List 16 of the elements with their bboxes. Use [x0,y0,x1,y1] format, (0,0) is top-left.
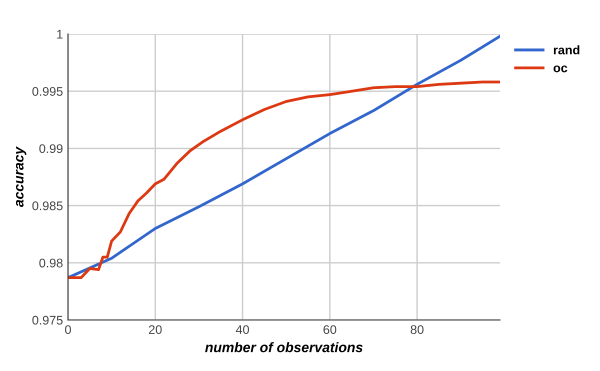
x-tick-label: 20 [148,325,162,334]
legend-label: oc [554,65,568,72]
legend-label: rand [554,45,580,54]
y-tick-label: 0.98 [39,258,63,268]
y-axis-title: accuracy [16,146,26,208]
y-tick-label: 0.975 [32,316,63,325]
y-tick-label: 0.995 [32,87,63,96]
x-tick-label: 0 [65,325,71,334]
x-tick-label: 60 [324,325,336,334]
x-axis-title: number of observations [205,342,363,352]
x-tick-label: 80 [410,325,424,334]
y-tick-label: 1 [57,30,63,39]
y-tick-label: 0.99 [39,144,63,154]
x-tick-label: 40 [236,325,250,334]
line-series [68,80,500,280]
y-tick-label: 0.985 [32,201,63,210]
